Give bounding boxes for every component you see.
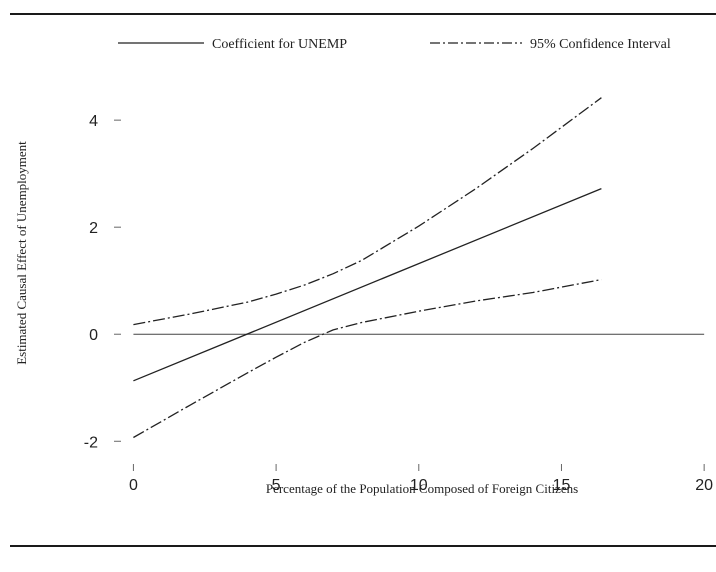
x-tick-label: 15 xyxy=(553,477,571,494)
x-tick-label: 10 xyxy=(410,477,428,494)
legend-label-confidence-interval: 95% Confidence Interval xyxy=(530,37,671,52)
axes: -2 0 2 4 0 5 10 15 20 xyxy=(84,113,713,494)
confidence-interval-lower-line xyxy=(133,278,602,439)
legend-label-coefficient: Coefficient for UNEMP xyxy=(212,37,347,52)
plot-area xyxy=(133,97,705,439)
y-tick-label: -2 xyxy=(84,434,98,451)
x-tick-label: 0 xyxy=(129,477,138,494)
y-tick-label: 4 xyxy=(89,113,98,130)
coefficient-line xyxy=(133,187,602,382)
confidence-interval-upper-line xyxy=(133,97,602,326)
y-tick-label: 2 xyxy=(89,220,98,237)
y-tick-label: 0 xyxy=(89,327,98,344)
x-tick-label: 5 xyxy=(272,477,281,494)
legend: Coefficient for UNEMP 95% Confidence Int… xyxy=(118,37,671,52)
y-axis-label: Estimated Causal Effect of Unemployment xyxy=(14,141,29,365)
x-tick-label: 20 xyxy=(695,477,713,494)
x-axis-label: Percentage of the Population Composed of… xyxy=(266,481,578,496)
